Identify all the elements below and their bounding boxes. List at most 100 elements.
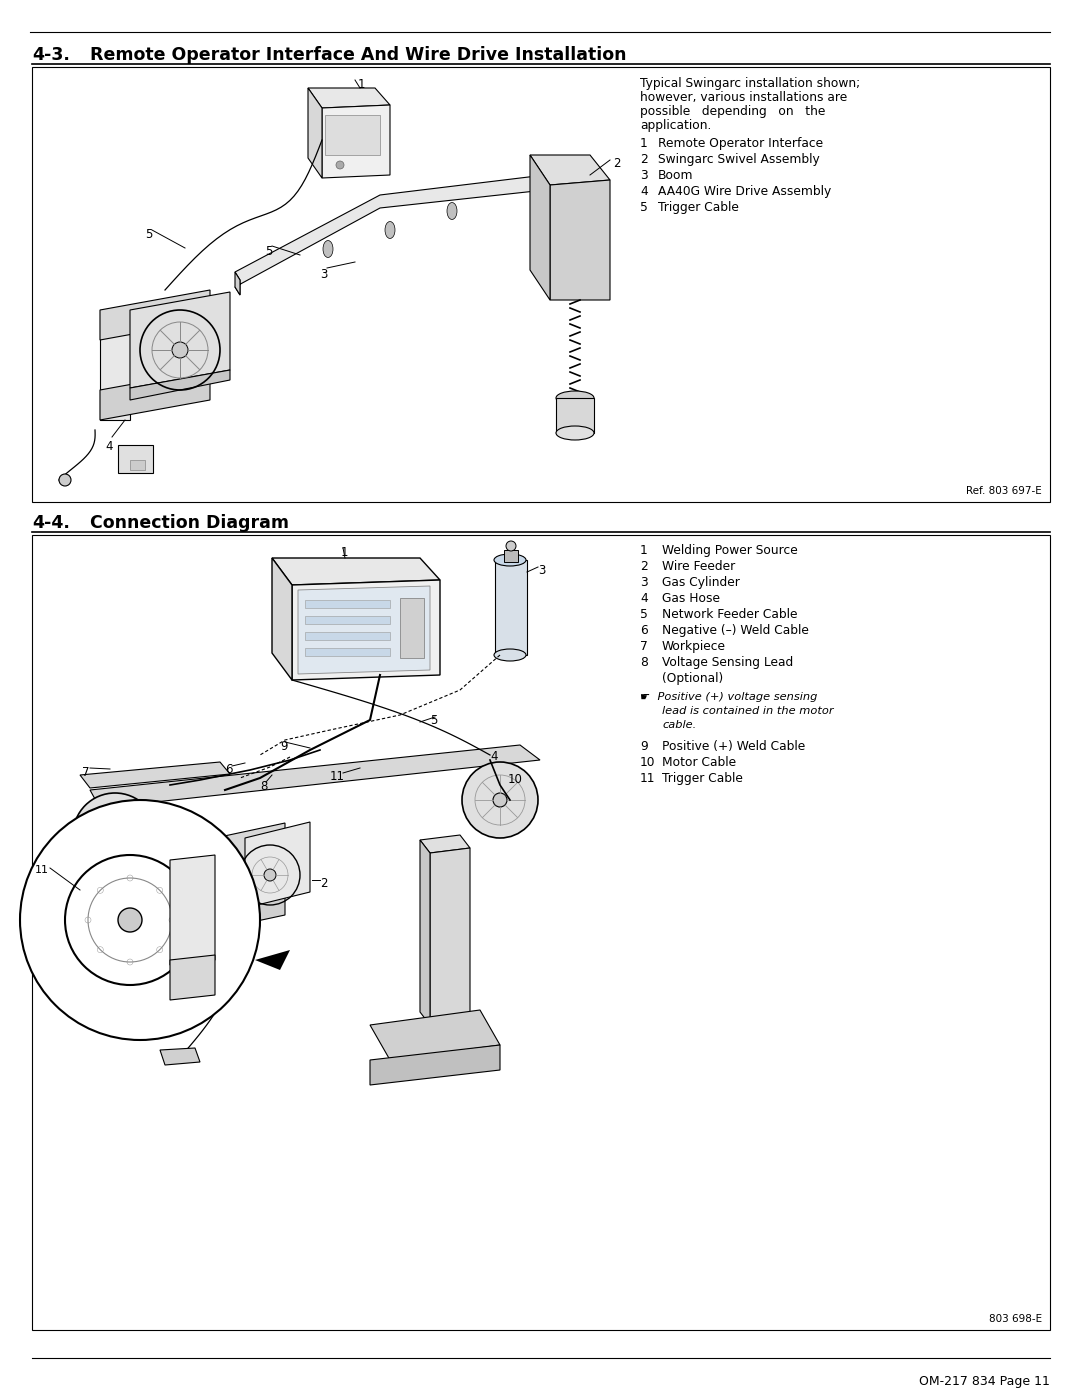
Bar	[32, 535, 1050, 1330]
Text: Network Feeder Cable: Network Feeder Cable	[662, 608, 797, 622]
Circle shape	[107, 827, 123, 842]
Text: (Optional): (Optional)	[662, 672, 724, 685]
Polygon shape	[215, 838, 245, 932]
Text: possible   depending   on   the: possible depending on the	[640, 105, 825, 117]
Text: 2: 2	[640, 560, 648, 573]
Text: 1: 1	[341, 546, 349, 559]
Bar	[495, 560, 527, 655]
Bar	[325, 115, 380, 155]
Polygon shape	[420, 840, 430, 1025]
Polygon shape	[170, 956, 215, 1000]
Text: OM-217 834 Page 11: OM-217 834 Page 11	[919, 1375, 1050, 1389]
Ellipse shape	[556, 426, 594, 440]
Ellipse shape	[494, 555, 526, 566]
Text: Swingarc Swivel Assembly: Swingarc Swivel Assembly	[658, 154, 820, 166]
Polygon shape	[235, 175, 545, 295]
Text: Trigger Cable: Trigger Cable	[662, 773, 743, 785]
Polygon shape	[170, 855, 215, 965]
Polygon shape	[215, 823, 285, 870]
Polygon shape	[160, 1048, 200, 1065]
Text: Boom: Boom	[658, 169, 693, 182]
Text: 3: 3	[538, 564, 545, 577]
Polygon shape	[245, 821, 310, 908]
Text: 11: 11	[330, 770, 345, 782]
Text: 5: 5	[640, 201, 648, 214]
Text: Typical Swingarc installation shown;: Typical Swingarc installation shown;	[640, 77, 860, 89]
Text: 3: 3	[640, 576, 648, 590]
Text: 1: 1	[640, 137, 648, 149]
Text: 2: 2	[613, 156, 621, 170]
Text: 9: 9	[280, 740, 287, 753]
Circle shape	[492, 793, 507, 807]
Bar	[556, 398, 594, 433]
Polygon shape	[322, 105, 390, 177]
Polygon shape	[100, 370, 210, 420]
Text: cable.: cable.	[662, 719, 697, 731]
Text: 4: 4	[105, 440, 112, 453]
Ellipse shape	[384, 222, 395, 239]
Text: Wire Feeder: Wire Feeder	[662, 560, 735, 573]
Text: 3: 3	[320, 268, 327, 281]
Polygon shape	[215, 893, 285, 930]
Text: 4: 4	[640, 184, 648, 198]
Ellipse shape	[494, 650, 526, 661]
Text: 5: 5	[430, 714, 437, 726]
Bar	[305, 599, 390, 608]
Polygon shape	[308, 88, 390, 108]
Text: 5: 5	[145, 228, 152, 242]
Text: 5: 5	[640, 608, 648, 622]
Ellipse shape	[447, 203, 457, 219]
Circle shape	[73, 793, 157, 877]
Text: Gas Cylinder: Gas Cylinder	[662, 576, 740, 590]
Text: 3: 3	[640, 169, 648, 182]
Text: Workpiece: Workpiece	[662, 640, 726, 652]
Bar	[118, 446, 153, 474]
Polygon shape	[298, 585, 430, 673]
Bar	[305, 631, 390, 640]
Polygon shape	[308, 88, 322, 177]
Polygon shape	[130, 370, 230, 400]
Text: Voltage Sensing Lead: Voltage Sensing Lead	[662, 657, 793, 669]
Polygon shape	[292, 580, 440, 680]
Text: Welding Power Source: Welding Power Source	[662, 543, 798, 557]
Text: however, various installations are: however, various installations are	[640, 91, 847, 103]
Polygon shape	[370, 1045, 500, 1085]
Text: 11: 11	[35, 865, 49, 875]
Polygon shape	[530, 155, 550, 300]
Bar	[130, 460, 145, 469]
Bar	[305, 616, 390, 624]
Circle shape	[462, 761, 538, 838]
Text: Positive (+) Weld Cable: Positive (+) Weld Cable	[662, 740, 806, 753]
Text: 7: 7	[82, 766, 90, 780]
Text: 7: 7	[640, 640, 648, 652]
Bar	[504, 550, 518, 562]
Text: 1: 1	[640, 543, 648, 557]
Polygon shape	[550, 180, 610, 300]
Polygon shape	[430, 848, 470, 1025]
Circle shape	[507, 541, 516, 550]
Text: 4-4.: 4-4.	[32, 514, 70, 532]
Text: 4: 4	[490, 750, 498, 763]
Circle shape	[118, 908, 141, 932]
Text: 4-3.: 4-3.	[32, 46, 70, 64]
Text: 10: 10	[640, 756, 656, 768]
Text: 11: 11	[640, 773, 656, 785]
Text: 9: 9	[640, 740, 648, 753]
Text: 10: 10	[508, 773, 523, 787]
Polygon shape	[90, 807, 100, 835]
Text: 4: 4	[640, 592, 648, 605]
Text: 803 698-E: 803 698-E	[989, 1315, 1042, 1324]
Text: 6: 6	[225, 763, 232, 775]
Text: Gas Hose: Gas Hose	[662, 592, 720, 605]
Bar	[305, 648, 390, 657]
Polygon shape	[272, 557, 292, 680]
Text: Negative (–) Weld Cable: Negative (–) Weld Cable	[662, 624, 809, 637]
Polygon shape	[90, 745, 540, 807]
Polygon shape	[370, 1010, 500, 1060]
Polygon shape	[255, 950, 291, 970]
Text: 5: 5	[265, 244, 272, 258]
Text: Remote Operator Interface: Remote Operator Interface	[658, 137, 823, 149]
Polygon shape	[100, 291, 210, 339]
Polygon shape	[130, 292, 230, 388]
Text: ☛  Positive (+) voltage sensing: ☛ Positive (+) voltage sensing	[640, 692, 818, 703]
